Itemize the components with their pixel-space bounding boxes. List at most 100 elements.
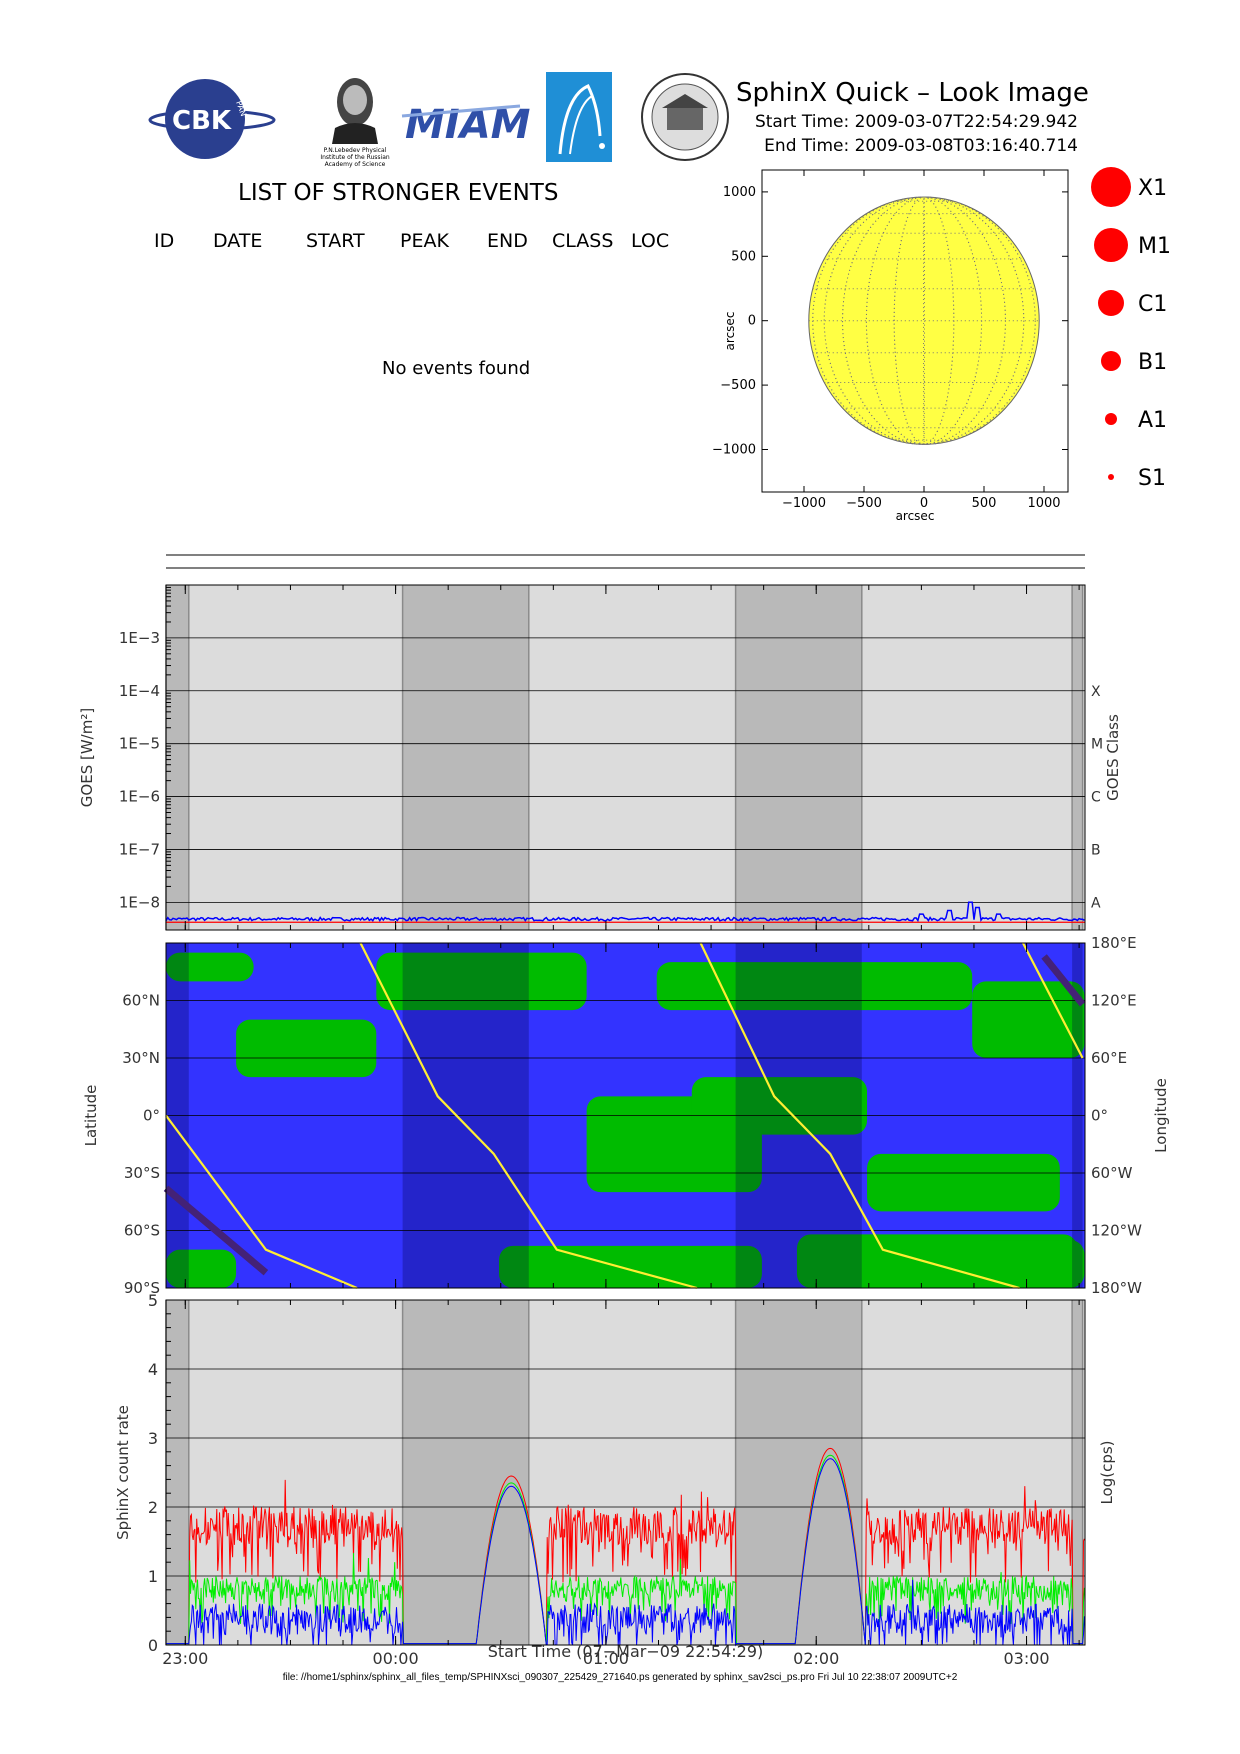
orbit-bg-region: [166, 1249, 237, 1288]
lebedev-logo: P.N.Lebedev Physical Institute of the Ru…: [320, 78, 390, 168]
time-tick-label: 23:00: [162, 1649, 208, 1668]
goes-series-blue: [165, 901, 1085, 923]
logos-svg: CBK PAN P.N.Lebedev Physical Institute o…: [148, 72, 729, 168]
orbit-y2tick-label: 120°E: [1091, 992, 1137, 1010]
legend-marker-a1: [1105, 413, 1117, 425]
orbit-ytick-label: 90°S: [124, 1279, 160, 1297]
disk-xtick-label: −1000: [782, 496, 826, 511]
orbit-ylabel: Latitude: [82, 1085, 100, 1147]
orbit-bg-region: [236, 1019, 377, 1078]
goes-bg: [166, 585, 1085, 930]
orbit-bg-region: [166, 952, 254, 982]
legend-label-x1: X1: [1138, 176, 1168, 201]
disk-grid-meridian: [842, 196, 1006, 445]
footer-file-info: file: //home1/sphinx/sphinx_all_files_te…: [282, 1672, 958, 1683]
orbit-y2tick-label: 60°W: [1091, 1164, 1133, 1182]
disk-grid-meridian: [865, 196, 983, 445]
col-loc: LOC: [631, 230, 670, 252]
orbit-bg-region: [691, 1077, 868, 1135]
orbit-track-chart: 90°S 60°S 30°S 0° 30°N 60°N 180°W 120°W 60°W 0° 60…: [82, 934, 1170, 1297]
disk-ytick-label: 1000: [723, 185, 756, 200]
count-series-red: [166, 1447, 1085, 1646]
count-ylabel: SphinX count rate: [114, 1405, 132, 1540]
disk-grid-meridian: [812, 196, 1036, 445]
legend-marker-s1: [1108, 474, 1114, 480]
eclipse-band: [1072, 585, 1083, 930]
goes-ytick-label: 1E−7: [119, 840, 160, 858]
eclipse-band: [166, 585, 189, 930]
svg-text:Institute of the Russian: Institute of the Russian: [320, 154, 390, 161]
end-time: End Time: 2009-03-08T03:16:40.714: [764, 136, 1078, 156]
orbit-bg-region: [867, 1153, 1060, 1212]
disk-grid-meridian: [923, 196, 925, 445]
legend-label-a1: A1: [1138, 408, 1168, 433]
disk-ylabel: arcsec: [723, 312, 737, 351]
goes-frame: [165, 584, 1086, 931]
time-tick-label: 02:00: [793, 1649, 839, 1668]
orbit-y2label: Longitude: [1152, 1078, 1170, 1153]
orbit-bg-region: [498, 1245, 762, 1288]
eclipse-band: [166, 1300, 189, 1645]
miam-logo: MIAM: [401, 102, 530, 148]
page-title: SphinX Quick – Look Image: [736, 78, 1089, 108]
goes-ytick-label: 1E−5: [119, 735, 160, 753]
cbk-logo-text: CBK: [172, 106, 232, 136]
time-tick-label: 00:00: [373, 1649, 419, 1668]
logo-row: CBK PAN P.N.Lebedev Physical Institute o…: [140, 66, 740, 176]
size-legend: [1080, 160, 1220, 500]
eclipse-band: [402, 1300, 529, 1645]
disk-ytick-label: −1000: [712, 442, 756, 457]
count-series-green: [166, 1454, 1085, 1646]
eclipse-band: [402, 585, 529, 930]
orbit-y2tick-label: 60°E: [1091, 1049, 1127, 1067]
goes-class-label: M: [1091, 737, 1103, 753]
disk-ytick-label: 500: [731, 249, 756, 264]
disk-xtick-label: 1000: [1027, 496, 1060, 511]
legend-label-c1: C1: [1138, 292, 1168, 317]
orbit-ytick-label: 60°N: [122, 992, 160, 1010]
orbit-y2tick-label: 0°: [1091, 1107, 1108, 1125]
goes-class-label: C: [1091, 790, 1101, 806]
legend-marker-x1: [1091, 167, 1131, 207]
orbit-ytick-label: 0°: [143, 1107, 160, 1125]
orbit-y2tick-label: 120°W: [1091, 1222, 1142, 1240]
orbit-ytick-label: 60°S: [124, 1222, 160, 1240]
orbit-longitude-curve: [165, 942, 1084, 1290]
time-tick-label: 03:00: [1003, 1649, 1049, 1668]
astro-logo: [546, 72, 612, 162]
orbit-ytick-label: 30°N: [122, 1049, 160, 1067]
disk-xtick-label: −500: [846, 496, 882, 511]
university-seal: [641, 73, 729, 161]
eclipse-band: [735, 585, 862, 930]
disk-xlabel: arcsec: [896, 509, 935, 523]
count-bg: [166, 1300, 1085, 1645]
orbit-bg-region: [376, 952, 587, 1011]
goes-y2label: GOES Class: [1104, 714, 1122, 801]
goes-class-label: A: [1091, 895, 1101, 911]
goes-ytick-label: 1E−8: [119, 893, 160, 911]
orbit-bg-region: [656, 962, 973, 1011]
solar-disk-chart: −1000 −500 0 500 1000 −1000 −500 0 500 1000 arcsec…: [712, 169, 1069, 523]
legend-marker-m1: [1094, 228, 1128, 262]
size-legend-svg: [1091, 167, 1131, 480]
col-class: CLASS: [552, 230, 614, 252]
count-series-blue: [166, 1458, 1085, 1647]
disk-xtick-label: 0: [920, 496, 928, 511]
no-events-message: No events found: [382, 358, 531, 379]
legend-marker-c1: [1098, 290, 1124, 316]
orbit-y2tick-label: 180°E: [1091, 934, 1137, 952]
orbit-bg-region: [972, 981, 1085, 1058]
orbit-ground-track: [163, 954, 1086, 1276]
lebedev-caption: P.N.Lebedev Physical: [324, 147, 387, 154]
orbit-bg-region: [972, 1240, 1085, 1288]
legend-label-m1: M1: [1138, 234, 1171, 259]
count-ytick-label: 3: [148, 1429, 158, 1448]
count-y2label: Log(cps): [1098, 1440, 1116, 1504]
disk-ytick-label: 0: [748, 314, 756, 329]
goes-ytick-label: 1E−4: [119, 682, 160, 700]
count-xlabel: Start Time (07−Mar−09 22:54:29): [488, 1642, 764, 1661]
goes-ylabel: GOES [W/m²]: [78, 708, 96, 807]
svg-text:Academy of Science: Academy of Science: [325, 161, 386, 168]
goes-class-label: B: [1091, 842, 1101, 858]
